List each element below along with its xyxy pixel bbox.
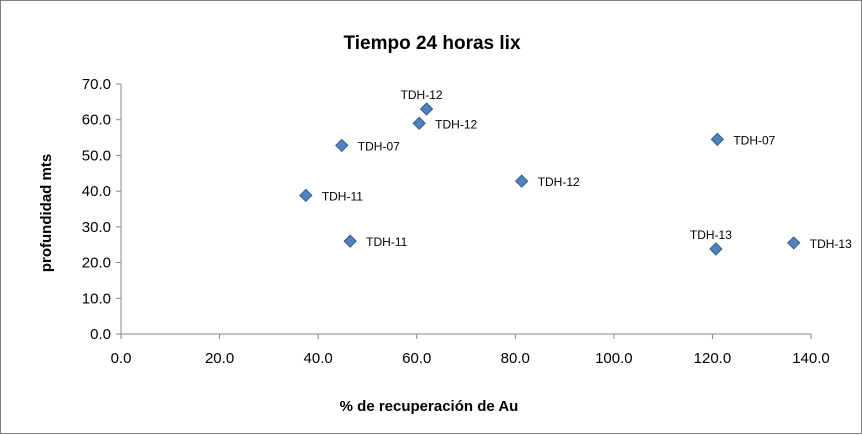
data-labels: TDH-12 TDH-12 TDH-07 TDH-07 TDH-12 TDH-11 TDH-… [322,88,852,251]
data-label: TDH-11 [366,235,407,249]
axes [116,83,812,339]
data-label: TDH-07 [358,139,400,153]
x-tick-label: 120.0 [694,350,732,367]
data-label: TDH-11 [322,189,363,203]
data-label: TDH-07 [733,133,775,147]
data-label: TDH-12 [435,117,477,131]
data-label: TDH-12 [401,88,443,102]
y-tick-label: 70.0 [82,76,111,93]
data-label: TDH-13 [810,237,852,251]
y-tick-label: 60.0 [82,112,111,129]
data-point [787,236,801,250]
y-tick-label: 10.0 [82,290,111,307]
chart-title: Tiempo 24 horas lix [343,33,520,54]
y-tick-label: 0.0 [90,326,111,343]
data-label: TDH-12 [538,175,580,189]
x-tick-label: 60.0 [402,350,431,367]
data-point [412,116,426,130]
x-tick-label: 100.0 [595,350,633,367]
y-tick-label: 40.0 [82,183,111,200]
y-tick-label: 20.0 [82,255,111,272]
x-tick-label: 40.0 [304,350,333,367]
tick-labels: 0.0 10.0 20.0 30.0 40.0 50.0 60.0 70.0 0.0 20.0 40… [82,76,830,367]
y-axis-label: profundidad mts [38,154,55,272]
data-point [710,132,725,147]
data-point [299,188,313,203]
data-point [335,138,349,153]
x-tick-label: 0.0 [111,350,132,367]
data-point [709,242,723,256]
x-tick-label: 80.0 [501,350,530,367]
data-label: TDH-13 [690,228,732,242]
data-point [419,102,434,116]
x-axis-label: % de recuperación de Au [340,398,519,415]
y-tick-label: 30.0 [82,219,111,236]
y-tick-label: 50.0 [82,147,111,164]
data-point [514,174,529,188]
x-tick-label: 140.0 [792,350,830,367]
data-point [343,234,357,248]
data-points [299,102,801,256]
x-tick-label: 20.0 [205,350,234,367]
